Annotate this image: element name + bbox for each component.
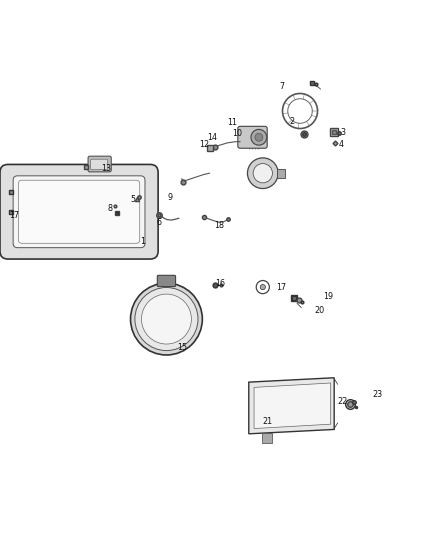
Text: 7: 7 <box>279 83 285 92</box>
FancyBboxPatch shape <box>157 275 176 287</box>
Text: 17: 17 <box>10 211 20 220</box>
Text: 19: 19 <box>323 292 333 301</box>
Text: 18: 18 <box>214 221 224 230</box>
Text: 4: 4 <box>339 140 343 149</box>
Bar <box>262 433 272 442</box>
FancyBboxPatch shape <box>0 165 158 259</box>
Text: 15: 15 <box>177 343 187 352</box>
Bar <box>277 169 285 177</box>
Text: 11: 11 <box>227 118 237 127</box>
Text: 13: 13 <box>102 164 112 173</box>
Text: 6: 6 <box>156 218 161 227</box>
FancyBboxPatch shape <box>238 126 267 148</box>
Text: 17: 17 <box>276 282 286 292</box>
Text: 12: 12 <box>199 140 209 149</box>
Text: 23: 23 <box>372 390 382 399</box>
Circle shape <box>135 287 198 351</box>
Circle shape <box>141 294 191 344</box>
Text: 20: 20 <box>314 306 325 315</box>
FancyBboxPatch shape <box>18 180 140 243</box>
Circle shape <box>255 133 263 141</box>
Text: 10: 10 <box>232 130 242 138</box>
Circle shape <box>253 164 272 183</box>
Text: 16: 16 <box>215 279 226 288</box>
Polygon shape <box>249 378 334 434</box>
Circle shape <box>251 130 267 145</box>
Text: 14: 14 <box>207 133 217 142</box>
Polygon shape <box>254 383 331 429</box>
Text: 9: 9 <box>167 193 173 202</box>
Circle shape <box>260 285 265 290</box>
FancyBboxPatch shape <box>91 159 108 169</box>
Text: 3: 3 <box>341 128 346 137</box>
FancyBboxPatch shape <box>88 156 111 172</box>
Text: 1: 1 <box>140 237 145 246</box>
Text: 2: 2 <box>289 117 294 126</box>
Circle shape <box>131 283 202 355</box>
Text: 22: 22 <box>337 397 347 406</box>
Text: 21: 21 <box>262 417 272 426</box>
Text: 8: 8 <box>107 204 112 213</box>
Text: 5: 5 <box>131 196 136 205</box>
Circle shape <box>247 158 278 189</box>
FancyBboxPatch shape <box>13 176 145 248</box>
